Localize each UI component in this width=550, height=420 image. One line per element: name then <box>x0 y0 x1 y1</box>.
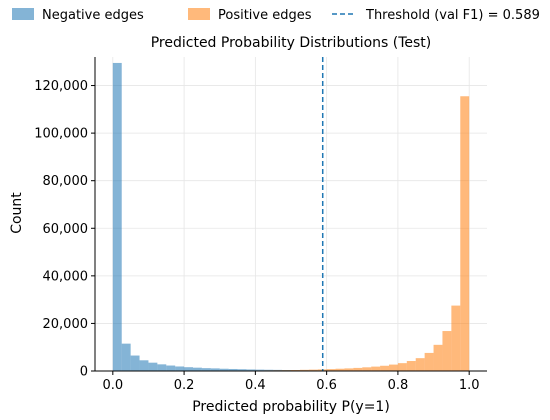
bar-positive-edges-29 <box>371 366 381 371</box>
x-tick-label-1: 0.2 <box>174 378 195 393</box>
x-tick-label-3: 0.6 <box>316 378 337 393</box>
bar-positive-edges-31 <box>389 364 398 371</box>
axes <box>94 57 487 372</box>
legend-label-negative-edges: Negative edges <box>42 8 144 23</box>
bar-positive-edges-39 <box>460 96 470 371</box>
x-tick-label-2: 0.4 <box>245 378 266 393</box>
bar-negative-edges-12 <box>219 368 229 371</box>
bar-negative-edges-0 <box>112 62 122 372</box>
bar-positive-edges-38 <box>451 305 461 371</box>
bar-negative-edges-6 <box>166 365 176 371</box>
legend: Negative edges Positive edges Threshold … <box>12 8 540 23</box>
y-tick-label-1: 20,000 <box>43 317 89 332</box>
bars <box>112 62 470 372</box>
bar-positive-edges-27 <box>353 367 363 371</box>
bar-positive-edges-30 <box>380 365 389 371</box>
bar-positive-edges-25 <box>335 368 345 371</box>
bar-negative-edges-3 <box>139 360 149 371</box>
x-tick-label-5: 1.0 <box>459 378 480 393</box>
bar-positive-edges-28 <box>362 367 372 371</box>
bar-negative-edges-7 <box>175 366 185 371</box>
chart-title: Predicted Probability Distributions (Tes… <box>151 35 432 51</box>
y-axis-label: Count <box>9 192 25 234</box>
y-tick-label-5: 100,000 <box>34 127 88 142</box>
bar-negative-edges-16 <box>255 369 265 371</box>
x-tick-label-0: 0.0 <box>102 378 123 393</box>
y-tick-label-3: 60,000 <box>43 222 89 237</box>
bar-positive-edges-35 <box>424 352 434 371</box>
x-axis-label: Predicted probability P(y=1) <box>192 399 390 415</box>
bar-negative-edges-10 <box>201 368 211 371</box>
bar-negative-edges-5 <box>157 364 167 371</box>
bar-positive-edges-34 <box>415 358 425 371</box>
x-tick-label-4: 0.8 <box>388 378 409 393</box>
y-tick-label-2: 40,000 <box>43 269 89 284</box>
bar-negative-edges-2 <box>130 355 140 371</box>
bar-negative-edges-15 <box>246 369 256 371</box>
y-tick-label-4: 80,000 <box>43 174 89 189</box>
bar-negative-edges-11 <box>210 368 220 371</box>
bar-negative-edges-1 <box>121 343 131 371</box>
bar-negative-edges-4 <box>148 362 158 371</box>
bar-negative-edges-8 <box>184 367 193 371</box>
bar-positive-edges-26 <box>344 368 354 371</box>
x-axis-ticks: 0.0 0.2 0.4 0.6 0.8 1.0 <box>102 371 480 393</box>
y-axis-ticks: 0 20,000 40,000 60,000 80,000 100,000 120,000 <box>34 79 95 380</box>
y-tick-label-6: 120,000 <box>34 79 88 94</box>
bar-positive-edges-36 <box>433 344 443 371</box>
legend-label-positive-edges: Positive edges <box>218 8 312 23</box>
legend-label-threshold: Threshold (val F1) = 0.589 <box>365 8 540 23</box>
bar-positive-edges-37 <box>442 331 452 371</box>
bar-positive-edges-24 <box>326 369 336 371</box>
bar-negative-edges-9 <box>193 367 202 371</box>
legend-swatch-positive-edges <box>188 8 210 20</box>
bar-positive-edges-21 <box>299 369 309 371</box>
bar-negative-edges-14 <box>237 369 247 371</box>
bar-negative-edges-13 <box>228 368 238 371</box>
y-tick-label-0: 0 <box>80 365 88 380</box>
bar-positive-edges-22 <box>308 369 318 371</box>
bar-positive-edges-33 <box>406 361 416 371</box>
grid <box>95 57 487 372</box>
legend-swatch-negative-edges <box>12 8 34 20</box>
bar-positive-edges-32 <box>397 363 407 371</box>
